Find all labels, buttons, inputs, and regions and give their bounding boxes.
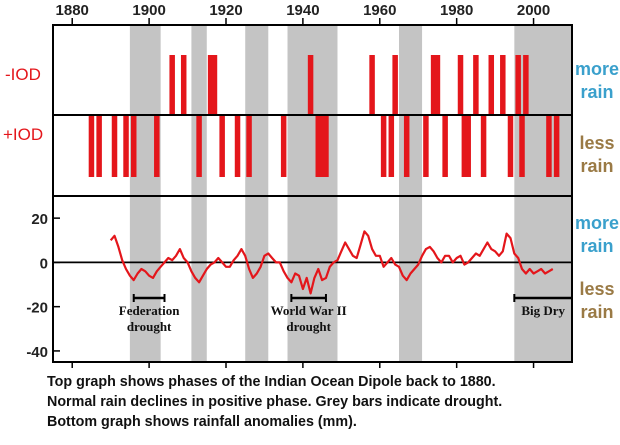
drought-band (399, 25, 423, 362)
annotation-label: drought (286, 319, 331, 334)
top-x-axis: 1880 1900 1920 1940 1960 1980 2000 (56, 2, 550, 25)
negative-iod-bar (430, 55, 437, 115)
positive-iod-bar (123, 115, 129, 177)
bottom-panel-frame (52, 195, 573, 363)
negative-iod-bar (207, 55, 214, 115)
rainfall-anomaly-line (109, 230, 554, 295)
less-rain-label: rain (580, 302, 613, 322)
more-rain-label: more (575, 213, 619, 233)
drought-band (129, 25, 161, 362)
positive-iod-bar (546, 115, 552, 177)
more-rain-label: rain (580, 236, 613, 256)
x-tick-label: 1880 (56, 2, 89, 19)
negative-iod-bar (488, 55, 495, 115)
x-tick-label: 1920 (209, 2, 242, 19)
positive-iod-bar (519, 115, 525, 177)
negative-iod-bar (434, 55, 441, 115)
annotation-label: Big Dry (521, 303, 565, 318)
positive-iod-bar (234, 115, 241, 177)
rainfall-panel: more rain less rain 20 0 -20 -40 (26, 211, 619, 361)
negative-iod-bar (523, 55, 529, 115)
less-rain-label: less (579, 133, 614, 153)
positive-iod-bar (196, 115, 202, 177)
positive-iod-bar (388, 115, 395, 177)
annotation-label: drought (127, 319, 172, 334)
positive-iod-bar (96, 115, 102, 177)
positive-iod-bar (480, 115, 487, 177)
caption-line: Top graph shows phases of the Indian Oce… (47, 374, 496, 390)
positive-iod-bar (465, 115, 471, 177)
less-rain-label: less (579, 279, 614, 299)
drought-band (245, 25, 269, 362)
positive-iod-bar (88, 115, 95, 177)
plot-frames (52, 24, 573, 368)
positive-iod-bar (154, 115, 160, 177)
positive-iod-bar (507, 115, 514, 177)
drought-bars (129, 25, 572, 362)
positive-iod-bar (111, 115, 118, 177)
x-tick-label: 1900 (132, 2, 165, 19)
positive-iod-bar (461, 115, 468, 177)
negative-iod-bar (307, 55, 314, 115)
positive-iod-bar (319, 115, 325, 177)
negative-iod-bar (392, 55, 398, 115)
negative-iod-bar (515, 55, 521, 115)
x-tick-label: 1940 (286, 2, 319, 19)
y-tick-label: -40 (26, 344, 48, 361)
positive-iod-bar (323, 115, 329, 177)
x-tick-label: 2000 (517, 2, 550, 19)
annotation-label: Federation (119, 303, 180, 318)
x-tick-label: 1980 (440, 2, 473, 19)
more-rain-label: more (575, 59, 619, 79)
positive-iod-bar (442, 115, 448, 177)
more-rain-label: rain (580, 82, 613, 102)
caption: Top graph shows phases of the Indian Oce… (47, 372, 617, 432)
y-tick-label: -20 (26, 300, 48, 317)
positive-iod-bar (315, 115, 322, 177)
iod-panel: -IOD +IOD more rain less rain (3, 55, 619, 177)
positive-iod-bar (280, 115, 287, 177)
positive-iod-bar (130, 115, 137, 177)
positive-iod-bar (423, 115, 429, 177)
negative-iod-bar (211, 55, 218, 115)
y-tick-label: 0 (40, 255, 48, 272)
negative-iod-bar (169, 55, 175, 115)
negative-iod-bar (369, 55, 375, 115)
positive-iod-bar (403, 115, 410, 177)
positive-iod-bar (380, 115, 387, 177)
positive-iod-bar (553, 115, 560, 177)
iod-rainfall-chart: 1880 1900 1920 1940 1960 1980 2000 -IOD +IOD mor… (3, 2, 619, 368)
negative-iod-bar (500, 55, 506, 115)
negative-iod-bar (473, 55, 479, 115)
negative-iod-label: -IOD (5, 65, 41, 84)
negative-iod-bar (180, 55, 187, 115)
positive-iod-label: +IOD (3, 125, 43, 144)
caption-line: Normal rain declines in positive phase. … (47, 394, 503, 410)
drought-band (191, 25, 207, 362)
positive-iod-bar (219, 115, 225, 177)
annotation-label: World War II (271, 303, 347, 318)
less-rain-label: rain (580, 156, 613, 176)
positive-iod-bar (246, 115, 252, 177)
x-tick-label: 1960 (363, 2, 396, 19)
y-tick-label: 20 (31, 211, 48, 228)
caption-line: Bottom graph shows rainfall anomalies (m… (47, 414, 357, 430)
negative-iod-bar (457, 55, 464, 115)
